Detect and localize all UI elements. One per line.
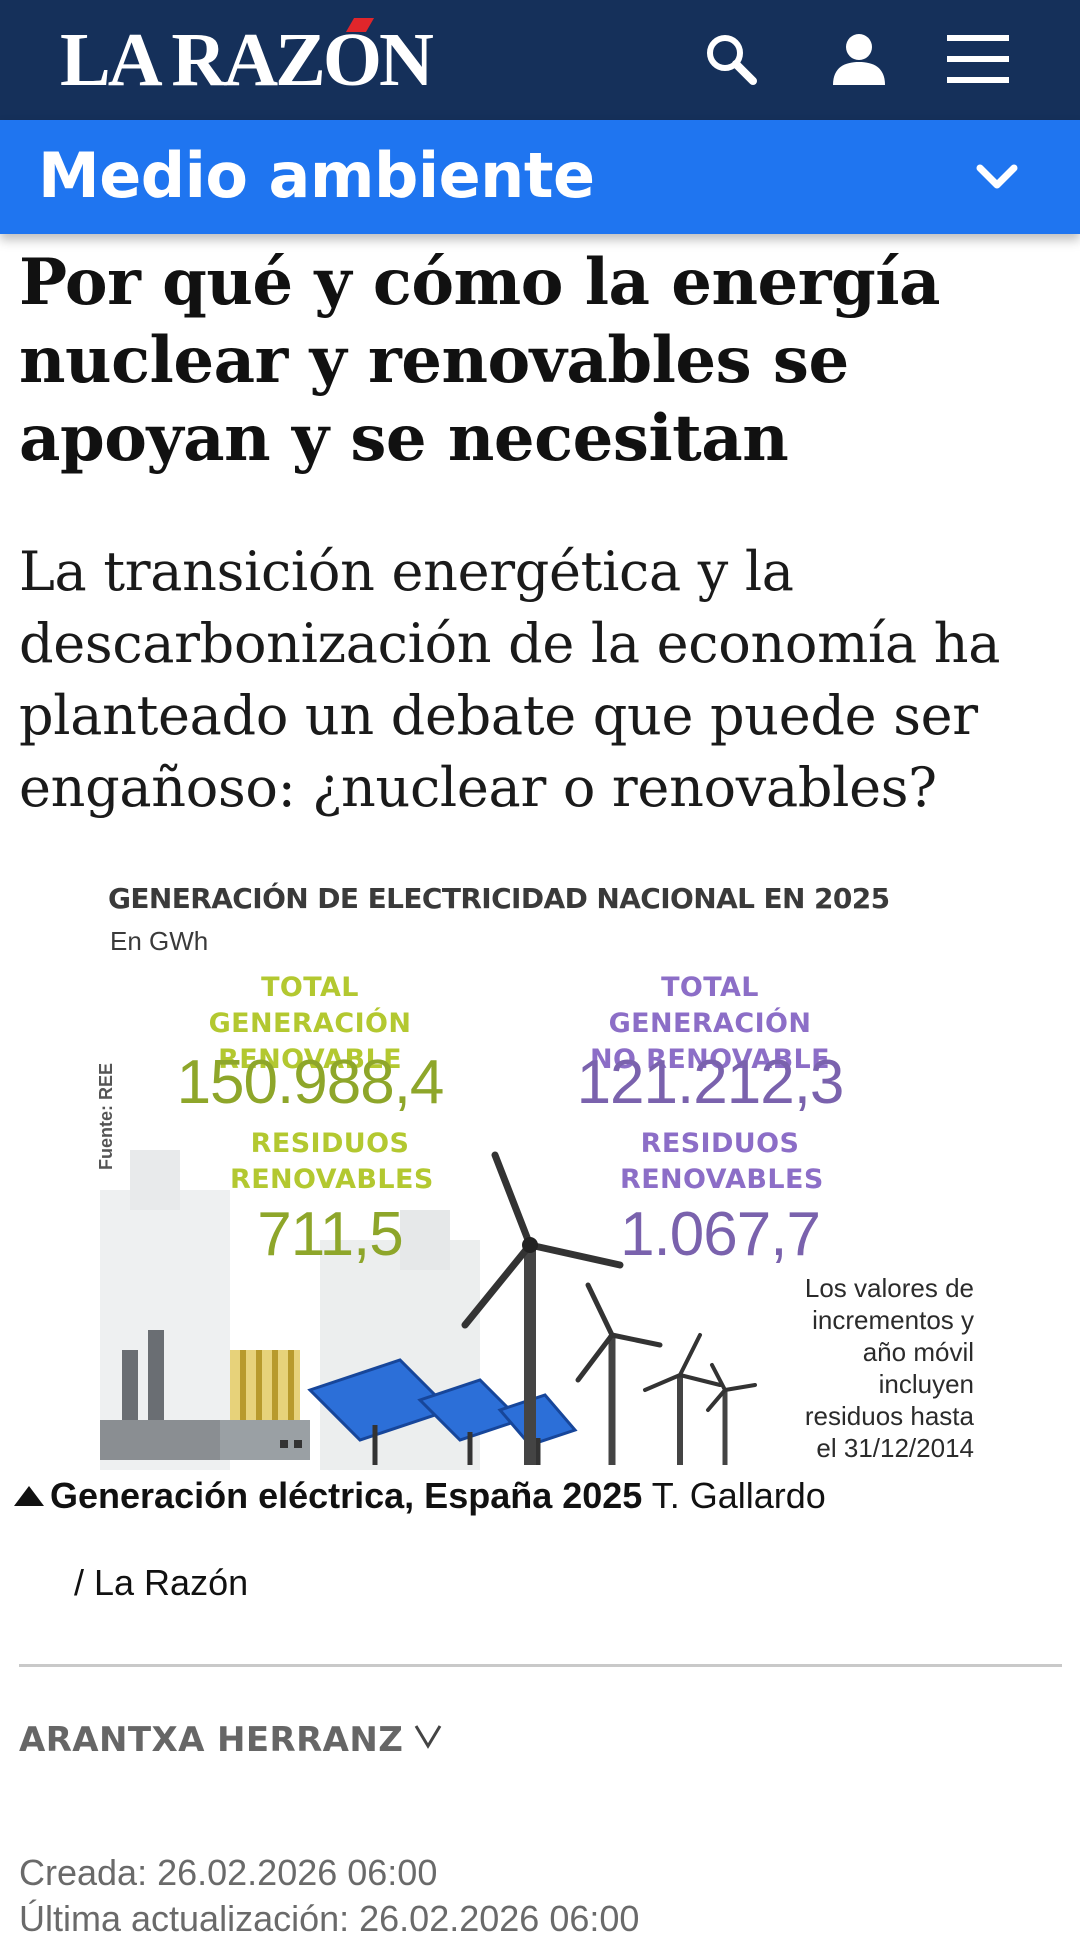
infographic-image[interactable]: GENERACIÓN DE ELECTRICIDAD NACIONAL EN 2… [96,880,980,1470]
nonrenewable-value: 121.212,3 [576,1048,845,1117]
section-title: Medio ambiente [38,139,595,212]
top-navbar: LA RAZÓN [0,0,1080,120]
caption-title: Generación eléctrica, España 2025 [50,1475,643,1516]
chevron-down-icon[interactable] [974,154,1020,200]
nonrenewable-waste-value: 1.067,7 [620,1200,821,1269]
caption-author: T. Gallardo [651,1475,826,1516]
image-credit: / La Razón [74,1562,249,1603]
article-dates: Creada: 26.02.2026 06:00 Última actualiz… [19,1850,639,1942]
author-name[interactable]: ARANTXA HERRANZ [19,1720,404,1760]
article-headline: Por qué y cómo la energía nuclear y reno… [19,245,940,476]
renewable-value: 150.988,4 [176,1048,445,1117]
infographic-unit: En GWh [110,926,209,956]
chevron-down-icon[interactable] [410,1718,446,1754]
renewable-waste-label: RESIDUOS RENOVABLES [230,1128,434,1195]
energy-illustration [100,1150,757,1470]
renewable-waste-value: 711,5 [257,1200,404,1269]
user-icon[interactable] [826,26,892,92]
created-date: Creada: 26.02.2026 06:00 [19,1852,438,1893]
infographic-note: Los valores de incrementos y año móvil i… [804,1273,974,1463]
nonrenewable-waste-label: RESIDUOS RENOVABLES [620,1128,824,1195]
article-subheadline: La transición energética y la descarboni… [19,540,1001,819]
divider [19,1664,1062,1667]
site-logo[interactable]: LA RAZÓN [60,18,434,98]
section-dropdown[interactable]: Medio ambiente [0,120,1080,234]
infographic-source: Fuente: REE [96,1062,116,1170]
renewable-label: TOTAL GENERACIÓN RENOVABLE [208,972,412,1075]
infographic-title: GENERACIÓN DE ELECTRICIDAD NACIONAL EN 2… [108,882,890,915]
image-caption: Generación eléctrica, España 2025 T. Gal… [14,1474,826,1518]
nonrenewable-label: TOTAL GENERACIÓN NO RENOVABLE [590,972,830,1075]
menu-icon[interactable] [945,26,1011,92]
caption-triangle-icon [14,1486,44,1506]
search-icon[interactable] [698,26,764,92]
logo-text: LA RAZÓN [60,18,434,102]
updated-date: Última actualización: 26.02.2026 06:00 [19,1898,640,1939]
